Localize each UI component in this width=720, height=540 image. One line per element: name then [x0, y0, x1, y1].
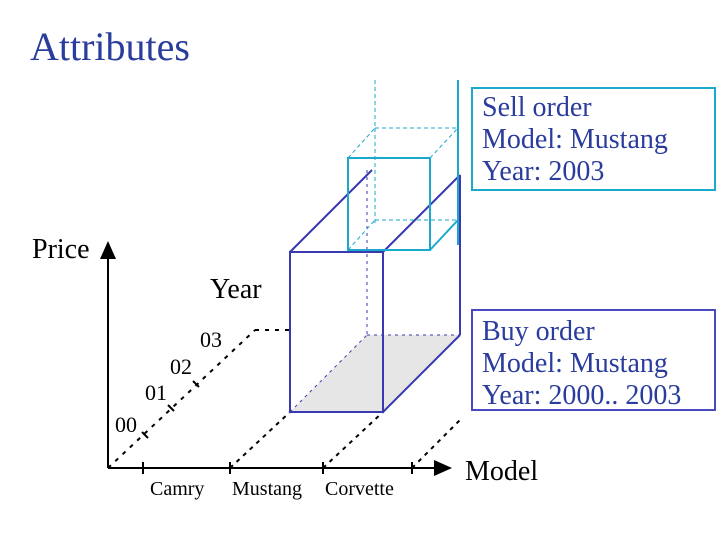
year-axis-label: Year — [210, 274, 262, 305]
buy-label-box — [471, 309, 716, 411]
buy-order-text: Buy order Model: Mustang Year: 2000.. 20… — [482, 316, 681, 411]
sell-line: Year: 2003 — [482, 156, 604, 187]
sell-line: Model: Mustang — [482, 124, 668, 155]
title: Attributes — [30, 24, 190, 69]
buy-line: Year: 2000.. 2003 — [482, 380, 681, 411]
model-tick: Corvette — [325, 478, 394, 500]
year-tick: 02 — [170, 354, 192, 379]
axes — [100, 241, 461, 476]
sell-label-box — [471, 87, 716, 191]
sell-line: Sell order — [482, 92, 592, 123]
price-axis-label: Price — [32, 234, 90, 265]
sell-order-text: Sell order Model: Mustang Year: 2003 — [482, 92, 675, 187]
buy-line: Buy order — [482, 316, 595, 347]
buy-region — [289, 169, 461, 413]
model-tick: Camry — [150, 478, 204, 500]
year-tick: 00 — [115, 412, 137, 437]
year-tick: 03 — [200, 327, 222, 352]
model-axis-label: Model — [465, 456, 538, 487]
year-tick: 01 — [145, 380, 167, 405]
model-tick: Mustang — [232, 478, 302, 500]
buy-line: Model: Mustang — [482, 348, 668, 379]
sell-region — [347, 80, 459, 251]
